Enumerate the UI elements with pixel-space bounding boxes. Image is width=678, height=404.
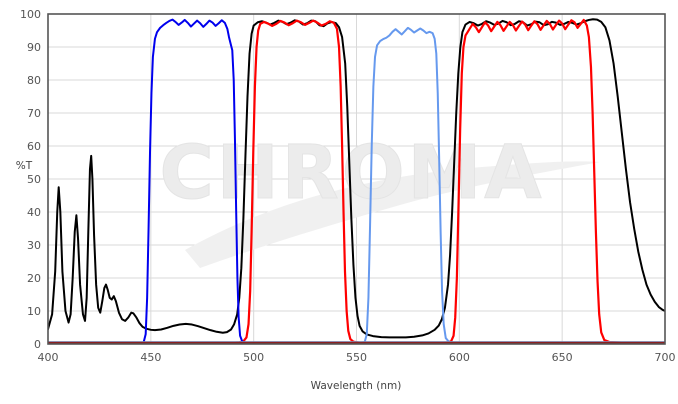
- y-tick-label: 0: [34, 338, 41, 351]
- y-axis-title: %T: [16, 160, 33, 172]
- x-axis-title: Wavelength (nm): [311, 380, 402, 392]
- y-tick-label: 70: [27, 107, 41, 120]
- series-line-blue-bandpass: [48, 18, 665, 344]
- series-line-red-dual-band: [48, 18, 665, 344]
- x-tick-labels: 400 450 500 550 600 650 700: [38, 351, 676, 364]
- series-line-black-multiband: [48, 18, 665, 339]
- x-tick-label: 400: [38, 351, 59, 364]
- series-line-light-blue-bandpass: [48, 26, 665, 344]
- x-tick-label: 600: [449, 351, 470, 364]
- y-tick-label: 10: [27, 305, 41, 318]
- y-tick-label: 50: [27, 173, 41, 186]
- x-tick-label: 450: [140, 351, 161, 364]
- y-tick-label: 100: [20, 8, 41, 21]
- y-tick-label: 30: [27, 239, 41, 252]
- plot-frame: [47, 13, 666, 345]
- chroma-watermark: CHROMA: [159, 130, 600, 268]
- y-tick-label: 80: [27, 74, 41, 87]
- y-tick-label: 90: [27, 41, 41, 54]
- x-tick-label: 500: [243, 351, 264, 364]
- watermark-text: CHROMA: [159, 130, 544, 216]
- watermark-swoosh: [185, 161, 600, 268]
- x-tick-label: 650: [552, 351, 573, 364]
- y-tick-label: 20: [27, 272, 41, 285]
- data-series-group: [48, 18, 665, 344]
- zero-baselines: [48, 341, 665, 344]
- x-tick-label: 550: [346, 351, 367, 364]
- y-tick-label: 40: [27, 206, 41, 219]
- y-tick-label: 60: [27, 140, 41, 153]
- x-tick-label: 700: [655, 351, 676, 364]
- y-tick-labels: 0 10 20 30 40 50 60 70 80 90 100: [20, 8, 41, 351]
